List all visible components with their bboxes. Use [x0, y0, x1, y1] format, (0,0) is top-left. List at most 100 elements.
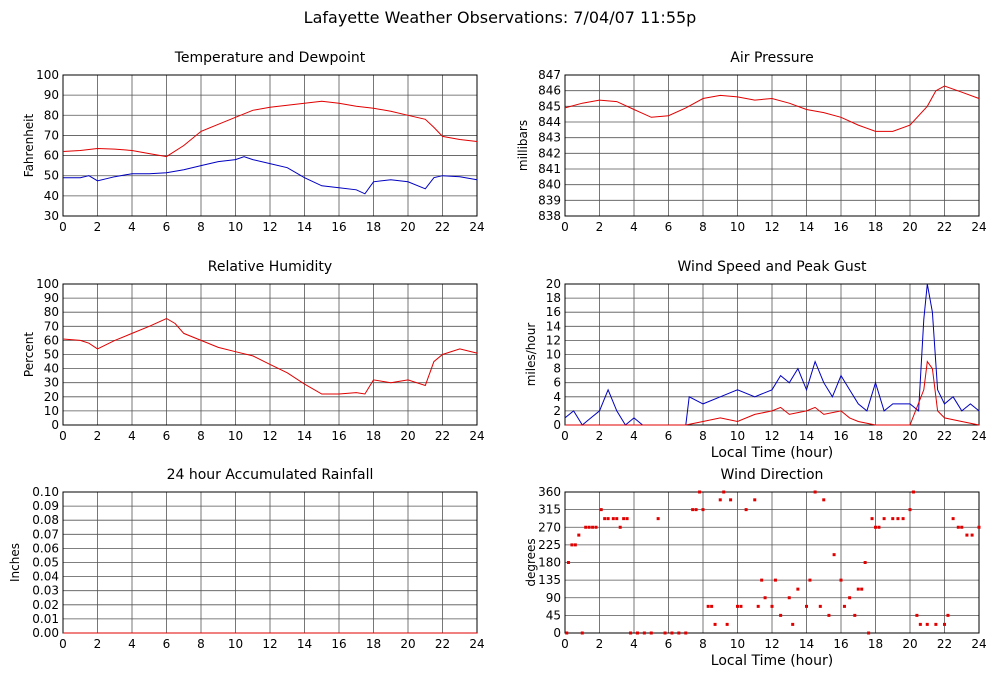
- y-tick-label: 0.03: [32, 584, 59, 598]
- x-tick-label: 22: [435, 220, 450, 234]
- x-tick-label: 8: [699, 429, 707, 443]
- data-point: [832, 553, 836, 557]
- data-point: [934, 622, 938, 626]
- x-tick-label: 20: [400, 220, 415, 234]
- y-axis-label: millibars: [516, 120, 530, 171]
- y-tick-label: 0.06: [32, 541, 59, 555]
- x-tick-label: 16: [331, 637, 346, 651]
- x-tick-label: 4: [128, 429, 136, 443]
- data-point: [946, 613, 950, 617]
- x-tick-label: 10: [228, 637, 243, 651]
- x-tick-label: 2: [94, 429, 102, 443]
- data-point: [701, 508, 705, 512]
- x-tick-label: 12: [764, 637, 779, 651]
- y-axis-label: Percent: [22, 332, 36, 377]
- x-tick-label: 6: [163, 220, 171, 234]
- x-tick-label: 8: [197, 637, 205, 651]
- x-tick-label: 2: [596, 220, 604, 234]
- data-point: [773, 578, 777, 582]
- x-tick-label: 20: [400, 637, 415, 651]
- data-point: [842, 604, 846, 608]
- y-tick-label: 80: [44, 305, 59, 319]
- x-tick-label: 14: [297, 637, 312, 651]
- x-tick-label: 14: [799, 429, 814, 443]
- data-point: [813, 490, 817, 494]
- x-tick-label: 20: [902, 637, 917, 651]
- x-tick-label: 0: [561, 637, 569, 651]
- data-point: [863, 561, 867, 564]
- y-tick-label: 0: [553, 626, 561, 640]
- y-tick-label: 30: [44, 209, 59, 223]
- series-line: [62, 317, 478, 395]
- data-point: [763, 596, 767, 600]
- data-point: [677, 631, 681, 635]
- y-tick-label: 16: [546, 305, 561, 319]
- plot-frame: [564, 491, 980, 634]
- y-tick-label: 8: [553, 362, 561, 376]
- series-line: [565, 360, 980, 426]
- data-point: [691, 508, 695, 512]
- x-tick-label: 10: [228, 429, 243, 443]
- data-point: [670, 631, 674, 635]
- x-tick-label: 10: [730, 429, 745, 443]
- data-point: [618, 525, 622, 529]
- y-tick-label: 180: [538, 556, 561, 570]
- y-tick-label: 0: [51, 418, 59, 432]
- data-point: [896, 517, 900, 521]
- data-point: [611, 517, 615, 521]
- x-tick-label: 24: [971, 220, 986, 234]
- y-tick-label: 6: [553, 376, 561, 390]
- y-tick-label: 135: [538, 573, 561, 587]
- plot-frame: [564, 283, 980, 426]
- data-point: [822, 498, 826, 502]
- x-tick-label: 8: [197, 429, 205, 443]
- x-tick-label: 24: [469, 220, 484, 234]
- x-tick-label: 20: [400, 429, 415, 443]
- x-tick-label: 18: [868, 220, 883, 234]
- data-point: [594, 525, 598, 529]
- data-point: [856, 587, 860, 591]
- data-point: [573, 543, 577, 547]
- x-tick-label: 6: [163, 429, 171, 443]
- data-point: [606, 517, 610, 521]
- y-tick-label: 838: [538, 209, 561, 223]
- data-point: [725, 622, 729, 626]
- x-tick-label: 18: [366, 220, 381, 234]
- y-tick-label: 839: [538, 193, 561, 207]
- x-tick-label: 14: [799, 220, 814, 234]
- x-tick-label: 14: [799, 637, 814, 651]
- data-point: [629, 631, 633, 635]
- data-point: [908, 508, 912, 512]
- data-point: [891, 517, 895, 521]
- y-tick-label: 45: [546, 608, 561, 622]
- y-tick-label: 0.07: [32, 527, 59, 541]
- y-tick-label: 40: [44, 189, 59, 203]
- data-point: [874, 525, 877, 529]
- data-point: [818, 604, 822, 608]
- data-point: [779, 613, 783, 617]
- data-point: [787, 596, 791, 600]
- y-tick-label: 12: [546, 333, 561, 347]
- x-axis-label: Local Time (hour): [711, 445, 833, 461]
- x-tick-label: 20: [902, 220, 917, 234]
- x-tick-label: 14: [297, 429, 312, 443]
- data-point: [805, 604, 808, 608]
- x-tick-label: 22: [937, 220, 952, 234]
- data-point: [770, 604, 774, 608]
- y-tick-label: 50: [44, 169, 59, 183]
- y-tick-label: 840: [538, 178, 561, 192]
- y-tick-label: 14: [546, 319, 561, 333]
- data-point: [584, 525, 588, 529]
- x-tick-label: 2: [596, 429, 604, 443]
- y-tick-label: 0.01: [32, 612, 59, 626]
- data-point: [860, 587, 864, 591]
- x-tick-label: 6: [665, 637, 673, 651]
- chart-title: Air Pressure: [730, 50, 813, 66]
- data-point: [710, 604, 714, 608]
- x-tick-label: 18: [868, 429, 883, 443]
- x-tick-label: 24: [469, 429, 484, 443]
- y-tick-label: 60: [44, 149, 59, 163]
- x-tick-label: 12: [764, 220, 779, 234]
